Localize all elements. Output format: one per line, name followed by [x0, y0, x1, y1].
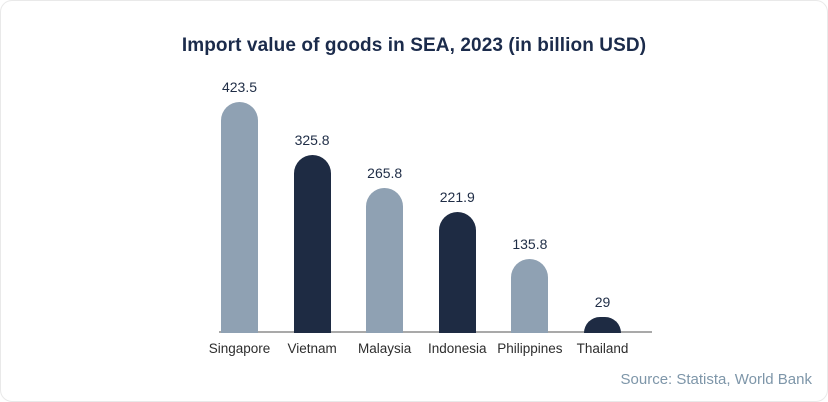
- bar-malaysia: [366, 188, 404, 333]
- category-label-vietnam: Vietnam: [287, 341, 337, 356]
- bar-vietnam: [293, 155, 331, 333]
- category-label-singapore: Singapore: [208, 341, 271, 356]
- value-label-singapore: 423.5: [221, 79, 258, 95]
- plot-area: 423.5 Singapore 325.8 Vietnam 265.8 Malaysia 2…: [209, 79, 652, 356]
- bar-indonesia: [438, 212, 476, 333]
- x-axis-line: [219, 331, 652, 333]
- value-label-indonesia: 221.9: [439, 189, 475, 205]
- category-label-thailand: Thailand: [576, 341, 629, 356]
- bar-singapore: [221, 102, 258, 333]
- value-label-vietnam: 325.8: [294, 132, 330, 148]
- source-note: Source: Statista, World Bank: [620, 371, 812, 388]
- category-label-indonesia: Indonesia: [428, 341, 487, 356]
- bar-philippines: [511, 259, 549, 333]
- category-label-philippines: Philippines: [497, 341, 563, 356]
- value-label-malaysia: 265.8: [367, 165, 403, 181]
- value-label-philippines: 135.8: [512, 236, 548, 252]
- category-label-malaysia: Malaysia: [358, 341, 412, 356]
- bar-thailand: [584, 317, 621, 333]
- value-label-thailand: 29: [594, 294, 611, 310]
- chart-title: Import value of goods in SEA, 2023 (in b…: [181, 35, 647, 56]
